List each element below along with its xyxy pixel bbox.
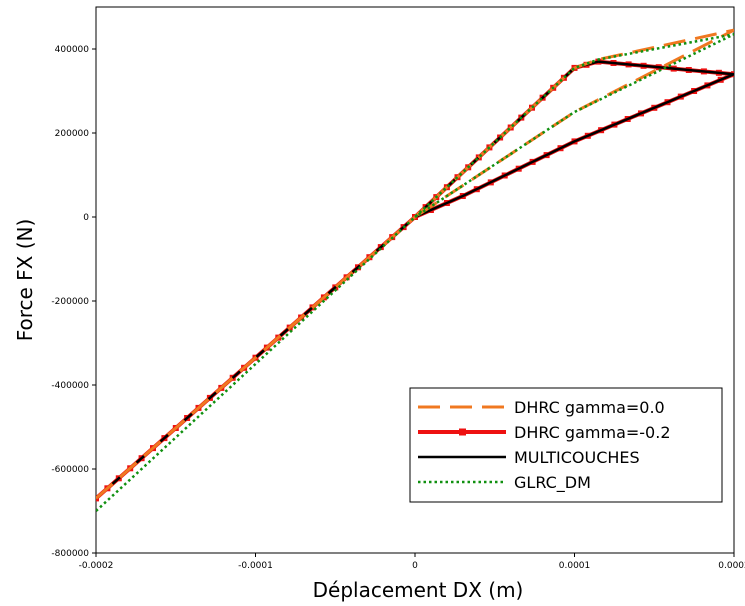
plot-area — [95, 6, 735, 554]
legend-label: DHRC gamma=0.0 — [514, 398, 665, 417]
series-group — [96, 28, 734, 512]
legend-label: MULTICOUCHES — [514, 448, 640, 467]
y-axis-label: Force FX (N) — [13, 219, 37, 342]
legend-label: DHRC gamma=-0.2 — [514, 423, 671, 442]
y-tick-label: -800000 — [51, 549, 89, 559]
y-tick-label: 0 — [83, 213, 89, 223]
x-tick-label: -0.0002 — [79, 561, 114, 571]
y-tick-label: 200000 — [55, 129, 90, 139]
x-tick-label: 0.0002 — [718, 561, 745, 571]
x-tick-label: -0.0001 — [238, 561, 273, 571]
y-tick-label: -400000 — [51, 381, 89, 391]
x-tick-label: 0.0001 — [559, 561, 591, 571]
y-axis-ticks: -800000 -600000 -400000 -200000 0 200000 40000… — [51, 45, 96, 559]
legend-marker — [459, 428, 466, 436]
x-axis-label: Déplacement DX (m) — [313, 578, 524, 602]
x-axis-ticks: -0.0002 -0.0001 0 0.0001 0.0002 — [79, 553, 745, 571]
x-tick-label: 0 — [412, 561, 418, 571]
y-tick-label: -600000 — [51, 465, 89, 475]
y-tick-label: 400000 — [55, 45, 90, 55]
legend: DHRC gamma=0.0 DHRC gamma=-0.2 MULTICOUCHE… — [409, 387, 723, 503]
legend-label: GLRC_DM — [514, 473, 591, 493]
y-tick-label: -200000 — [51, 297, 89, 307]
series-line-glrc-dm — [96, 33, 734, 512]
